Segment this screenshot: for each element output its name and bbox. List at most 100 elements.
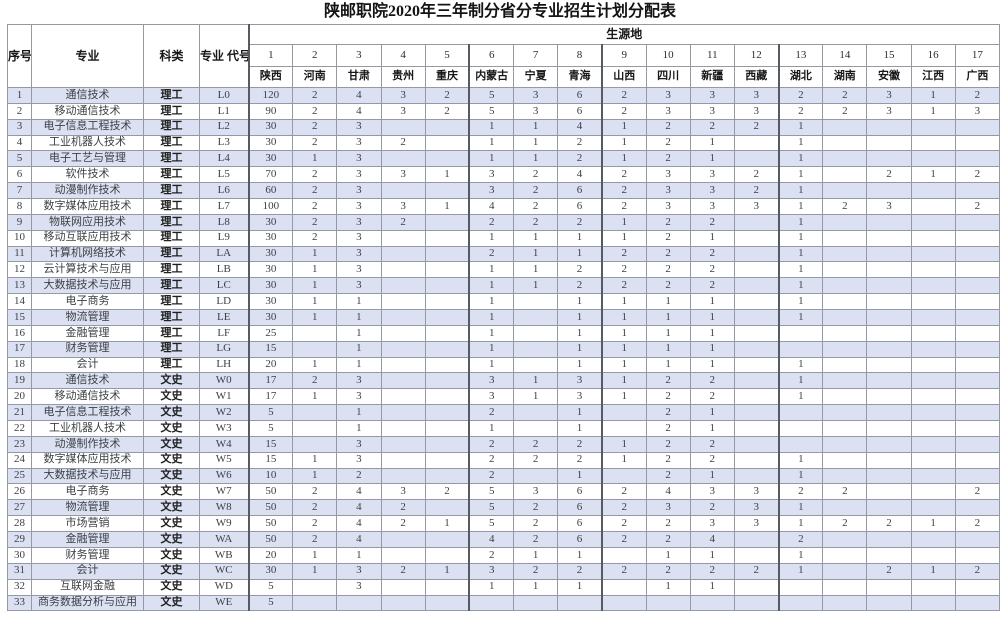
major-cell: 电子信息工程技术: [31, 118, 144, 136]
plan-value-cell: 120: [247, 87, 294, 104]
row-index-cell: 33: [7, 594, 32, 612]
plan-value-cell: [380, 531, 426, 548]
plan-value-cell: [513, 404, 559, 422]
plan-value-cell: [910, 134, 956, 152]
plan-value-cell: 30: [247, 213, 294, 231]
plan-value-cell: 1: [513, 277, 559, 295]
plan-value-cell: 3: [380, 102, 426, 120]
major-code-cell: L0: [199, 87, 250, 104]
plan-value-cell: [866, 483, 912, 501]
plan-value-cell: 1: [513, 150, 559, 168]
plan-value-cell: 3: [336, 277, 382, 295]
plan-value-cell: [380, 578, 426, 596]
plan-value-cell: [866, 309, 912, 326]
plan-value-cell: 2: [601, 562, 647, 580]
plan-value-cell: 2: [645, 562, 691, 580]
plan-value-cell: 2: [645, 261, 691, 279]
plan-value-cell: 1: [557, 356, 603, 374]
plan-value-cell: [380, 309, 426, 326]
table-row: 8 数字媒体应用技术 理工 L7 100 2 3 3 1 4 2 6 2 3 3 3 1 2 3 2: [7, 198, 1000, 215]
plan-value-cell: 1: [778, 546, 824, 564]
plan-value-cell: 2: [292, 134, 338, 152]
plan-value-cell: 1: [689, 420, 735, 437]
row-index-cell: 32: [7, 578, 32, 596]
plan-value-cell: 2: [468, 451, 515, 469]
plan-value-cell: [424, 118, 471, 136]
plan-value-cell: [424, 229, 471, 247]
plan-value-cell: 2: [645, 245, 691, 263]
category-cell: 文史: [143, 483, 200, 501]
table-row: 19 通信技术 文史 W0 17 2 3 3 1 3 1 2 2 1: [7, 372, 1000, 390]
plan-value-cell: 2: [601, 245, 647, 263]
plan-value-cell: 2: [601, 182, 647, 200]
plan-value-cell: [513, 324, 559, 342]
plan-value-cell: [910, 182, 956, 200]
plan-value-cell: [733, 229, 780, 247]
major-code-cell: L6: [199, 182, 250, 200]
category-cell: 文史: [143, 451, 200, 469]
major-column-header: 专业: [31, 24, 144, 88]
major-cell: 市场营销: [31, 515, 144, 533]
major-cell: 工业机器人技术: [31, 134, 144, 152]
plan-value-cell: [910, 435, 956, 453]
major-code-column-header: 专业 代号: [199, 24, 250, 88]
row-index-cell: 27: [7, 499, 32, 517]
province-header: 广西: [954, 66, 1000, 88]
plan-value-cell: [733, 420, 780, 437]
plan-value-cell: 1: [689, 356, 735, 374]
province-header: 青海: [557, 66, 603, 88]
plan-value-cell: 90: [247, 102, 294, 120]
major-code-cell: LF: [199, 324, 250, 342]
plan-value-cell: 4: [557, 166, 603, 184]
plan-value-cell: [822, 388, 868, 406]
plan-value-cell: 2: [292, 515, 338, 533]
plan-value-cell: 1: [601, 213, 647, 231]
plan-value-cell: 30: [247, 277, 294, 295]
plan-value-cell: [954, 277, 1000, 295]
plan-value-cell: 6: [557, 87, 603, 104]
plan-value-cell: 1: [292, 467, 338, 485]
plan-value-cell: 5: [468, 102, 515, 120]
plan-value-cell: [645, 594, 691, 612]
plan-value-cell: [822, 372, 868, 390]
major-cell: 财务管理: [31, 340, 144, 358]
plan-value-cell: 1: [336, 356, 382, 374]
plan-value-cell: 1: [513, 229, 559, 247]
plan-value-cell: 1: [601, 118, 647, 136]
plan-value-cell: [954, 229, 1000, 247]
plan-value-cell: 2: [778, 483, 824, 501]
plan-value-cell: 20: [247, 356, 294, 374]
plan-value-cell: 5: [247, 420, 294, 437]
header-group-row: 序号 专业 科类 专业 代号 生源地: [7, 24, 1000, 88]
plan-value-cell: [822, 118, 868, 136]
plan-value-cell: [733, 293, 780, 311]
plan-value-cell: [954, 388, 1000, 406]
plan-value-cell: 1: [601, 134, 647, 152]
plan-value-cell: [424, 435, 471, 453]
plan-value-cell: 30: [247, 562, 294, 580]
plan-value-cell: [954, 340, 1000, 358]
plan-value-cell: [822, 277, 868, 295]
plan-value-cell: 1: [292, 546, 338, 564]
plan-value-cell: 1: [601, 309, 647, 326]
plan-value-cell: [822, 261, 868, 279]
plan-value-cell: 1: [910, 102, 956, 120]
plan-value-cell: 2: [689, 261, 735, 279]
plan-value-cell: 1: [292, 309, 338, 326]
row-index-cell: 20: [7, 388, 32, 406]
table-row: 16 金融管理 理工 LF 25 1 1 1 1 1 1: [7, 324, 1000, 342]
plan-value-cell: 2: [468, 245, 515, 263]
plan-value-cell: [866, 277, 912, 295]
plan-value-cell: 1: [778, 451, 824, 469]
plan-value-cell: 1: [557, 340, 603, 358]
plan-value-cell: 30: [247, 134, 294, 152]
plan-value-cell: 2: [513, 531, 559, 548]
plan-value-cell: 60: [247, 182, 294, 200]
major-cell: 大数据技术与应用: [31, 467, 144, 485]
plan-value-cell: [424, 404, 471, 422]
category-column-header: 科类: [143, 24, 200, 88]
plan-value-cell: [866, 150, 912, 168]
category-cell: 理工: [143, 324, 200, 342]
row-index-cell: 31: [7, 562, 32, 580]
plan-value-cell: [513, 356, 559, 374]
